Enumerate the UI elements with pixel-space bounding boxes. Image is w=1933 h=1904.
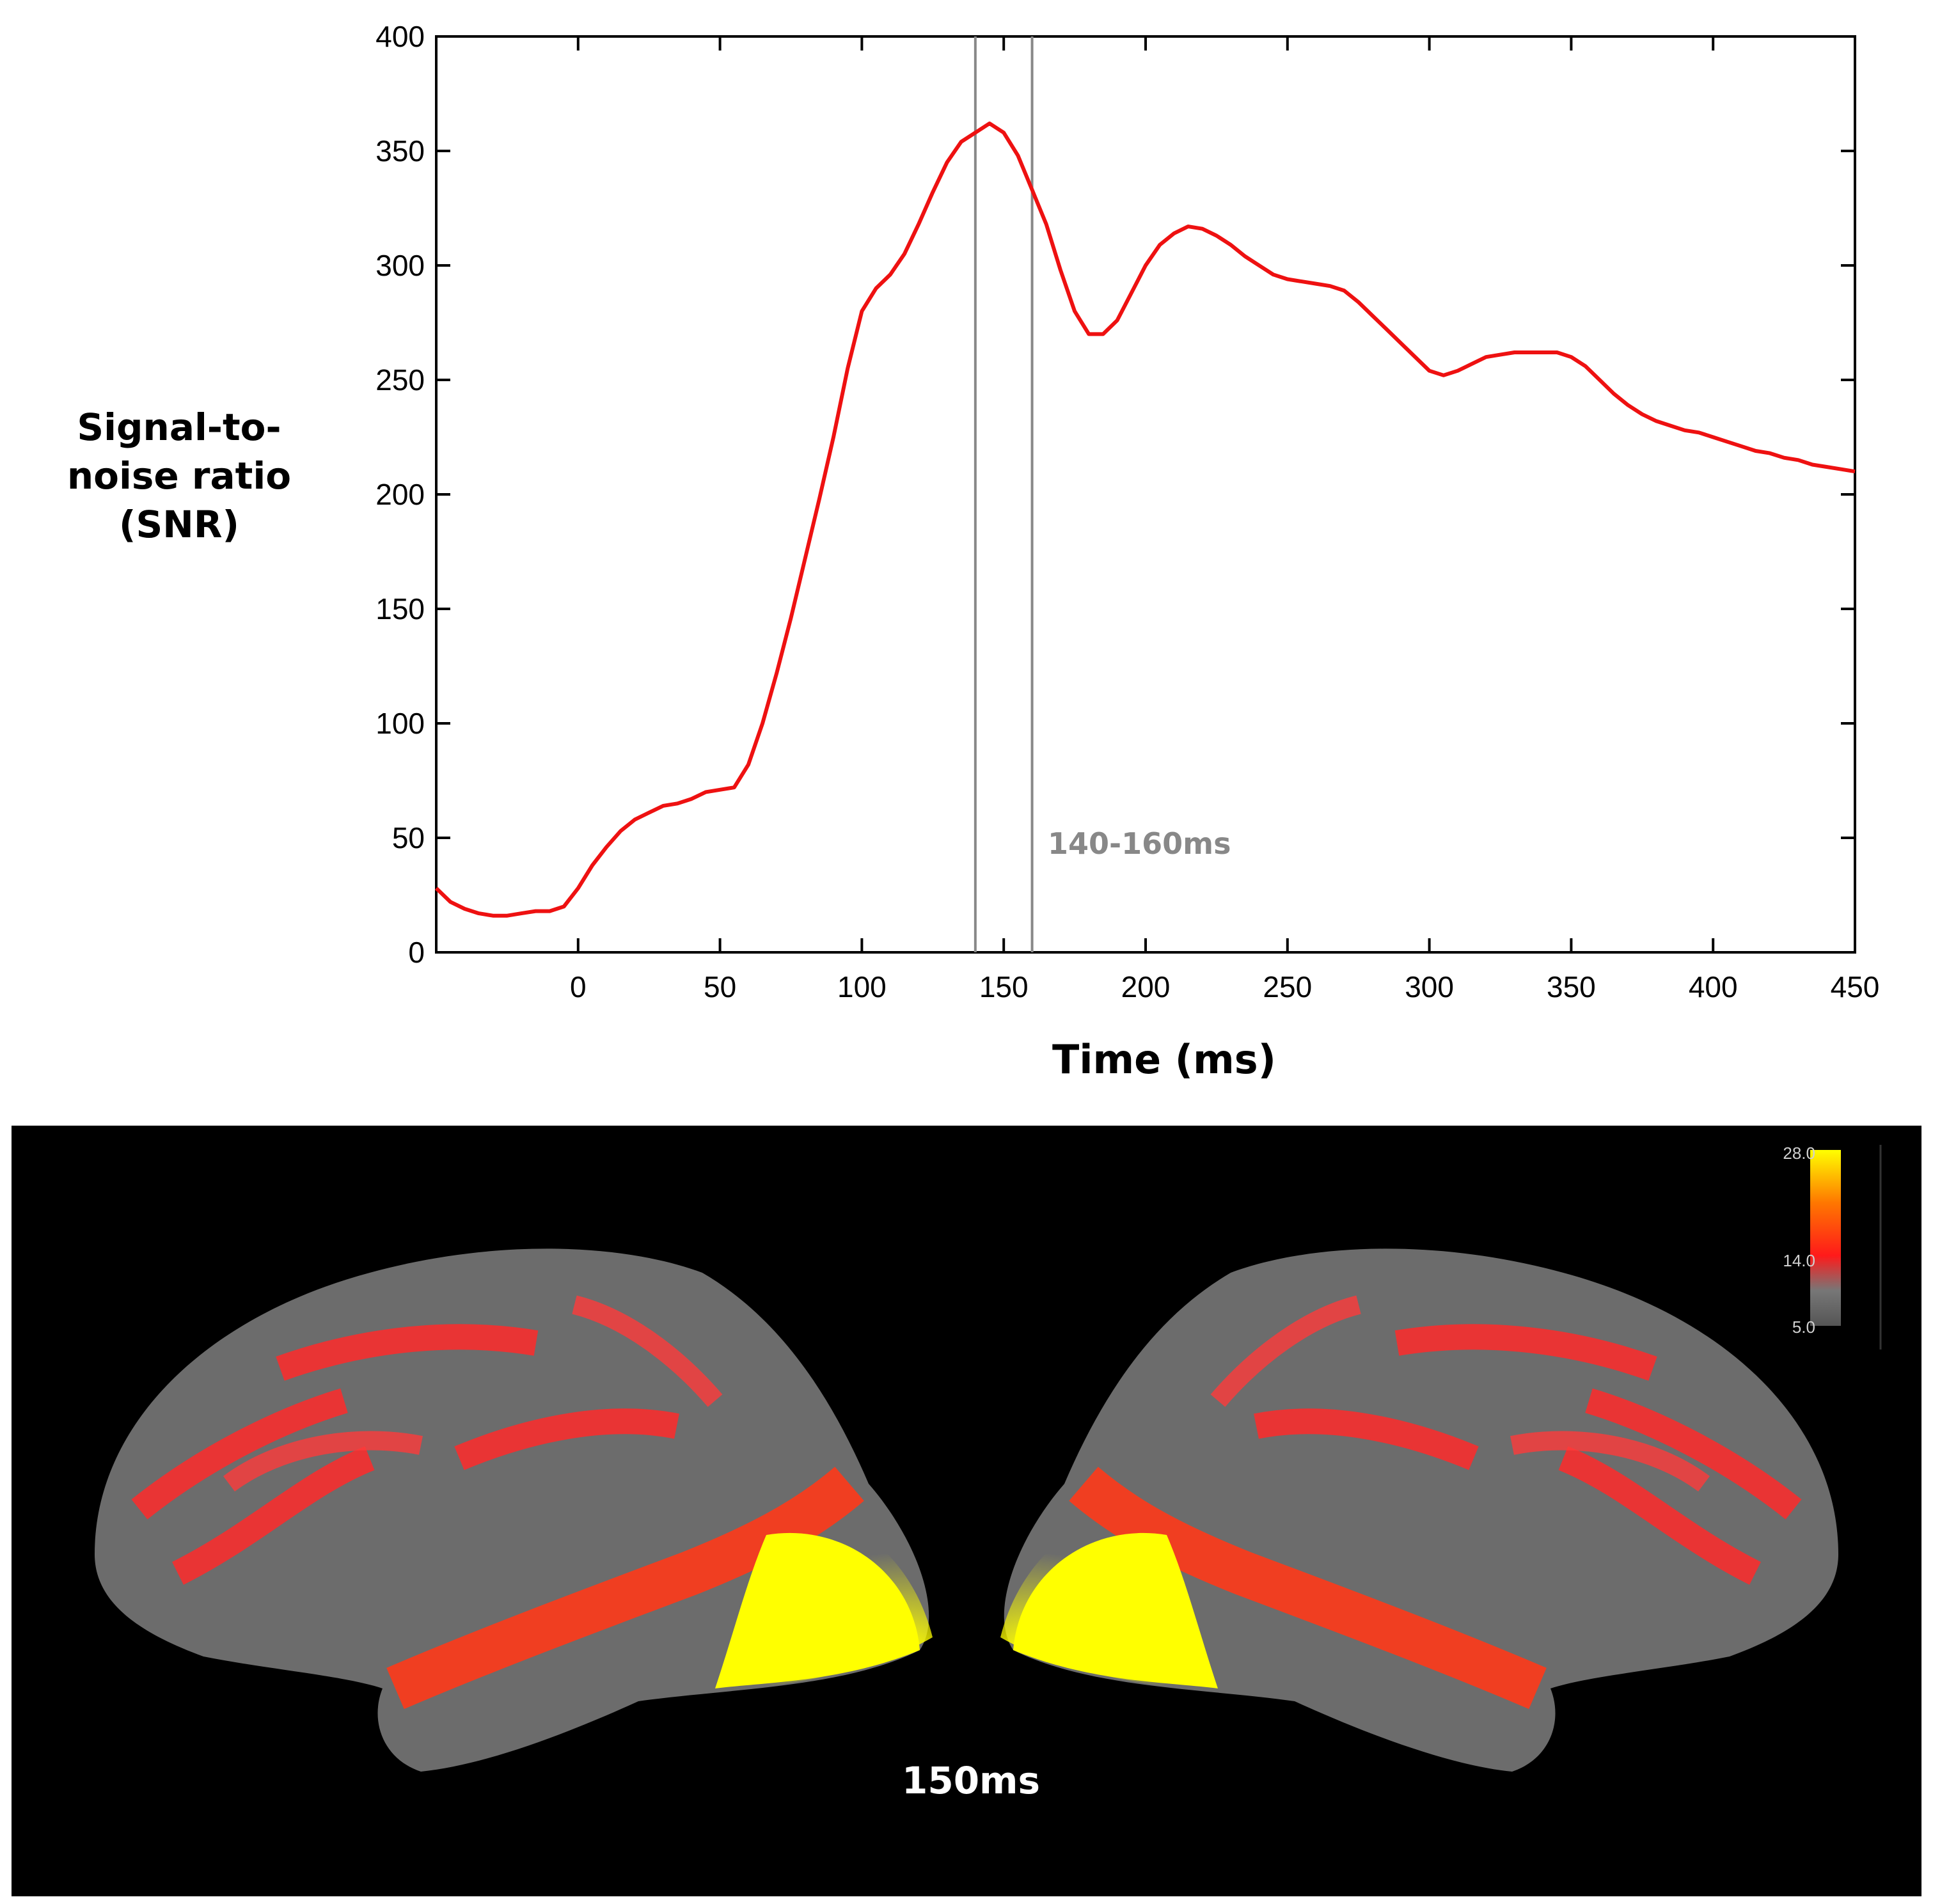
snr-chart: 0 50 100 150 200 250 300 350 400 0 50 100 150 200 250… — [375, 20, 1879, 1003]
x-tick-label: 400 — [1689, 970, 1738, 1003]
x-tick-label: 100 — [837, 970, 887, 1003]
y-tick-label: 350 — [375, 134, 425, 168]
x-tick-label: 50 — [704, 970, 736, 1003]
plot-frame — [435, 35, 1856, 954]
x-tick-label: 300 — [1405, 970, 1454, 1003]
colorbar-min-label: 5.0 — [1792, 1318, 1815, 1337]
y-tick-label: 50 — [392, 821, 425, 854]
y-tick-label: 150 — [375, 592, 425, 625]
x-tick-label: 350 — [1547, 970, 1596, 1003]
y-tick-label: 250 — [375, 363, 425, 397]
y-axis-label: Signal-to- noise ratio (SNR) — [67, 405, 292, 546]
brain-activation-panel: 28.0 14.0 5.0 150ms — [12, 1126, 1921, 1896]
x-tick-label: 450 — [1831, 970, 1880, 1003]
x-tick-label: 200 — [1121, 970, 1171, 1003]
colorbar-mid-label: 14.0 — [1783, 1251, 1815, 1270]
time-window-annotation: 140-160ms — [1048, 826, 1231, 861]
y-tick-label: 400 — [375, 20, 425, 53]
x-axis-label: Time (ms) — [1052, 1036, 1276, 1083]
colorbar-max-label: 28.0 — [1783, 1144, 1815, 1163]
y-tick-label: 100 — [375, 707, 425, 740]
x-ticks: 0 50 100 150 200 250 300 350 400 450 — [570, 36, 1879, 1003]
x-tick-label: 150 — [979, 970, 1029, 1003]
brain-surfaces — [95, 1145, 1882, 1772]
x-tick-label: 250 — [1263, 970, 1312, 1003]
snr-line — [434, 122, 1856, 918]
y-ticks: 0 50 100 150 200 250 300 350 400 — [375, 20, 1855, 969]
y-tick-label: 0 — [408, 936, 425, 969]
timepoint-label: 150ms — [901, 1759, 1041, 1802]
colorbar — [1810, 1150, 1841, 1326]
left-hemisphere — [95, 1248, 933, 1772]
y-tick-label: 200 — [375, 478, 425, 511]
y-tick-label: 300 — [375, 249, 425, 282]
x-tick-label: 0 — [570, 970, 587, 1003]
right-hemisphere — [1000, 1248, 1838, 1772]
